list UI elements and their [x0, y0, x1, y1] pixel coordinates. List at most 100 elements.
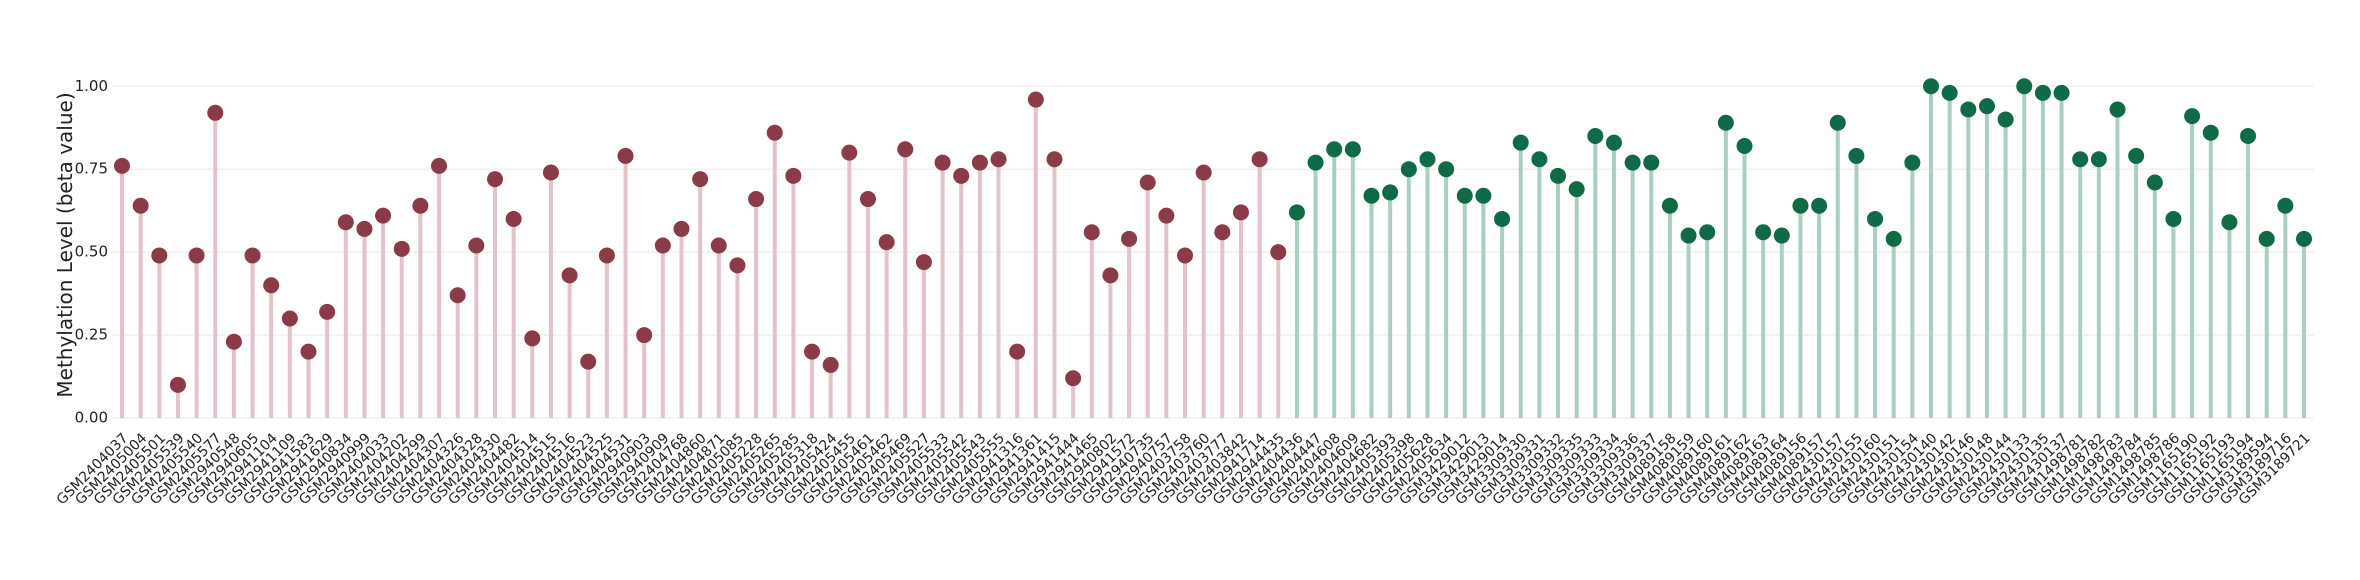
- dot: [1978, 98, 1995, 115]
- y-axis-label: Methylation Level (beta value): [53, 92, 77, 397]
- dot: [300, 343, 317, 360]
- dot: [1587, 128, 1604, 145]
- dot: [1997, 111, 2014, 128]
- dot: [2202, 124, 2219, 141]
- dot: [915, 254, 932, 271]
- dot: [337, 214, 354, 231]
- dot: [2090, 151, 2107, 168]
- dot: [375, 207, 392, 224]
- dot: [636, 327, 653, 344]
- dot: [897, 141, 914, 158]
- dot: [281, 310, 298, 327]
- dot: [2296, 230, 2312, 247]
- dot: [1475, 187, 1492, 204]
- dot: [1960, 101, 1977, 118]
- dot: [766, 124, 783, 141]
- dot: [2146, 174, 2163, 191]
- dot: [1177, 247, 1194, 264]
- dot: [412, 197, 429, 214]
- dot: [822, 356, 839, 373]
- dot: [1699, 224, 1716, 241]
- dot: [2016, 78, 2033, 95]
- dot: [1344, 141, 1361, 158]
- y-tick-label: 0.25: [75, 326, 108, 344]
- dot: [542, 164, 559, 181]
- dot: [1624, 154, 1641, 171]
- dot: [1307, 154, 1324, 171]
- dot: [971, 154, 988, 171]
- dot: [431, 157, 448, 174]
- dot: [1382, 184, 1399, 201]
- dot: [1121, 230, 1138, 247]
- dot: [393, 240, 410, 257]
- dot: [1773, 227, 1790, 244]
- dot: [785, 167, 802, 184]
- dot: [1904, 154, 1921, 171]
- dot: [1419, 151, 1436, 168]
- dot: [2128, 147, 2145, 164]
- dot: [188, 247, 205, 264]
- dot: [114, 157, 130, 174]
- dot: [1139, 174, 1156, 191]
- dot: [692, 171, 709, 188]
- dot: [1270, 244, 1287, 261]
- dot: [449, 287, 466, 304]
- dot: [1512, 134, 1529, 151]
- dot: [1661, 197, 1678, 214]
- dot: [151, 247, 168, 264]
- dot: [1456, 187, 1473, 204]
- dot: [319, 303, 336, 320]
- dot: [1027, 91, 1044, 108]
- dot: [580, 353, 597, 370]
- dot: [804, 343, 821, 360]
- dot: [1643, 154, 1660, 171]
- dot: [1363, 187, 1380, 204]
- dot: [1811, 197, 1828, 214]
- dot: [1400, 161, 1417, 178]
- dot: [1568, 181, 1585, 198]
- dot: [1009, 343, 1026, 360]
- dot: [2184, 108, 2201, 125]
- dot: [859, 191, 876, 208]
- dot: [169, 376, 186, 393]
- dot: [2072, 151, 2089, 168]
- y-tick-label: 0.50: [75, 243, 108, 261]
- dot: [1792, 197, 1809, 214]
- dot: [1680, 227, 1697, 244]
- dot: [1755, 224, 1772, 241]
- dot: [2240, 128, 2257, 145]
- dot: [1867, 210, 1884, 227]
- dot: [263, 277, 280, 294]
- dot: [1736, 137, 1753, 154]
- dot: [1251, 151, 1268, 168]
- dot: [617, 147, 634, 164]
- dot: [1195, 164, 1212, 181]
- dot: [598, 247, 615, 264]
- dot: [654, 237, 671, 254]
- dot: [2053, 84, 2070, 101]
- dot: [729, 257, 746, 274]
- dot: [2221, 214, 2238, 231]
- dot: [673, 220, 690, 237]
- dot: [1158, 207, 1175, 224]
- dot: [524, 330, 541, 347]
- y-tick-label: 0.75: [75, 160, 108, 178]
- dot: [1494, 210, 1511, 227]
- dot: [1232, 204, 1249, 221]
- dot: [953, 167, 970, 184]
- dot: [2165, 210, 2182, 227]
- dot: [1605, 134, 1622, 151]
- dot: [505, 210, 522, 227]
- dot: [1848, 147, 1865, 164]
- dot: [1102, 267, 1119, 284]
- dot: [1885, 230, 1902, 247]
- dot: [2277, 197, 2294, 214]
- dot: [207, 104, 224, 121]
- dot: [934, 154, 951, 171]
- y-tick-label: 0.00: [75, 409, 108, 427]
- dot: [1288, 204, 1305, 221]
- dot: [710, 237, 727, 254]
- dot: [225, 333, 242, 350]
